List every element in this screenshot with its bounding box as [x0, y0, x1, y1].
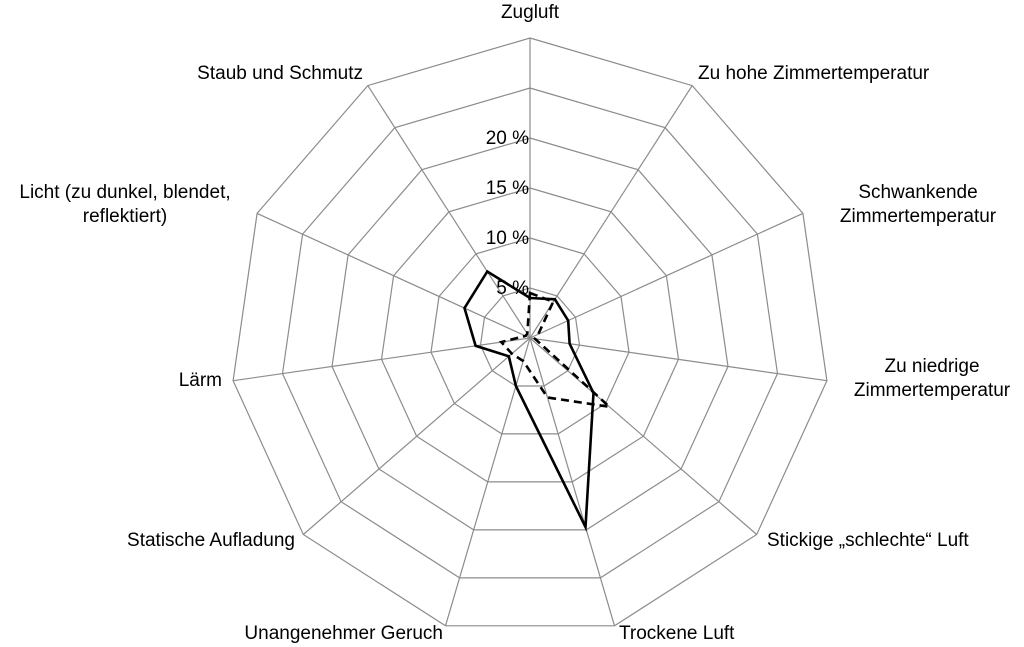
grid-spoke [529, 337, 758, 535]
category-labels: Zugluft Zu hohe Zimmertemperatur Schwanken… [19, 2, 1010, 644]
category-label: Zu hohe Zimmertemperatur [698, 63, 930, 84]
category-label: Zugluft [501, 2, 560, 23]
tick-label: 5 % [496, 278, 529, 299]
category-label: Schwankende Zimmertemperatur [840, 182, 997, 227]
category-label: Lärm [179, 370, 222, 391]
tick-label: 20 % [486, 128, 529, 149]
grid-ring [479, 287, 581, 387]
grid-spoke [529, 337, 616, 626]
tick-label: 15 % [486, 178, 529, 199]
grid-spoke [256, 212, 531, 339]
tick-label: 10 % [486, 228, 529, 249]
grid-spoke [302, 337, 531, 535]
series-line-solid [463, 269, 595, 532]
category-label: Stickige „schlechte“ Luft [767, 530, 969, 551]
category-label: Unangenehmer Geruch [244, 623, 443, 644]
series-layer [463, 269, 614, 532]
grid-spoke [233, 337, 531, 382]
category-label: Statische Aufladung [127, 530, 295, 551]
category-label: Licht (zu dunkel, blendet, reflektiert) [19, 182, 230, 227]
grid-spoke [529, 337, 827, 382]
tick-labels: 5 % 10 % 15 % 20 % [486, 128, 529, 299]
grid-spoke [367, 85, 531, 339]
grid-spoke [529, 212, 804, 339]
grid-ring [281, 87, 779, 579]
category-label: Zu niedrige Zimmertemperatur [854, 356, 1011, 401]
grid-ring [331, 137, 729, 531]
grid [232, 37, 828, 627]
category-label: Trockene Luft [619, 623, 735, 644]
grid-spoke [529, 85, 693, 339]
series-line-dashed [498, 291, 614, 409]
grid-ring [430, 237, 630, 435]
grid-ring [380, 187, 680, 483]
grid-ring [232, 37, 828, 627]
category-label: Staub und Schmutz [197, 63, 363, 84]
